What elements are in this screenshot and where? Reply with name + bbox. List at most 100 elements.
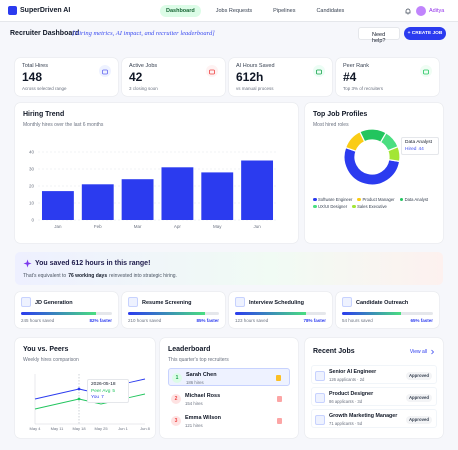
- brand: SuperDriven AI: [20, 7, 71, 14]
- card-subtitle: Most hired roles: [313, 122, 349, 128]
- status-badge: Approved: [405, 415, 432, 424]
- stat-value: 612h: [236, 70, 264, 84]
- nav-item-active[interactable]: Dashboard: [160, 5, 201, 17]
- tooltip: 2026-05-18 Peer Avg 5 You 7: [87, 379, 129, 403]
- tooltip-label: Peer Avg: [91, 388, 111, 394]
- stat-value: 42: [129, 70, 143, 84]
- legend-item: UX/UI Designer: [313, 204, 347, 209]
- savings-banner: You saved 612 hours in this range! That's…: [15, 252, 443, 285]
- banner-highlight: 76 working days: [68, 273, 108, 279]
- legend-swatch: [313, 204, 317, 209]
- bell-icon[interactable]: [404, 7, 412, 15]
- leader-row[interactable]: 2 Michael Ross 154 hires: [168, 390, 290, 408]
- logo-mark: [8, 6, 17, 15]
- progress-track: [342, 312, 433, 315]
- icon-glyph: [316, 69, 322, 75]
- create-job-button[interactable]: + CREATE JOB: [404, 27, 446, 40]
- stat-card: Total Hires 148 Across selected range: [15, 58, 118, 96]
- tooltip-label: Hired: [405, 146, 417, 152]
- x-tick-label: Mar: [134, 224, 142, 229]
- percent-faster: 82% faster: [89, 318, 112, 323]
- tooltip-date: 2026-05-18: [91, 382, 116, 387]
- hover-dot: [77, 397, 81, 401]
- x-tick-label: Jan: [54, 224, 62, 229]
- legend-label: Data Analyst: [404, 197, 429, 202]
- help-label: Need help?: [372, 31, 386, 44]
- tooltip-label: You: [91, 395, 100, 400]
- legend-swatch: [352, 204, 356, 209]
- progress-track: [128, 312, 219, 315]
- x-tick-label: Feb: [94, 224, 102, 229]
- rank-badge: 2: [171, 394, 181, 404]
- leader-row[interactable]: 1 Sarah Chen 186 hires: [168, 368, 290, 386]
- card-title: Hiring Trend: [23, 111, 65, 118]
- peers-card: You vs. Peers Weekly hires comparison May …: [15, 338, 155, 438]
- stat-sub: 3 closing soon: [129, 86, 158, 91]
- y-tick-label: 20: [29, 184, 35, 189]
- stat-sub: vs manual process: [236, 86, 274, 91]
- x-tick-label: May: [213, 224, 222, 229]
- task-icon: [21, 297, 31, 307]
- stat-icon: [99, 65, 111, 77]
- progress-fill: [235, 312, 306, 315]
- sparkle-icon: [23, 259, 32, 268]
- job-title: Senior AI Engineer: [329, 369, 377, 375]
- hiring-trend-card: Hiring Trend Monthly hires over the last …: [15, 103, 298, 243]
- nav-item[interactable]: Jobs Requests: [215, 8, 253, 14]
- job-icon: [315, 414, 325, 425]
- bar: [201, 172, 234, 220]
- tooltip-value: 5: [112, 388, 116, 394]
- card-title: Recent Jobs: [313, 348, 355, 355]
- task-name: Interview Scheduling: [249, 299, 305, 306]
- job-row[interactable]: Growth Marketing Manager 71 applicants · …: [311, 409, 437, 428]
- avatar[interactable]: [416, 6, 426, 16]
- job-meta: 71 applicants · 5d: [329, 420, 363, 426]
- stat-label: Peer Rank: [343, 63, 369, 69]
- stat-label: Total Hires: [22, 63, 48, 69]
- recruiter-name: Sarah Chen: [186, 372, 217, 378]
- progress-track: [21, 312, 112, 315]
- card-subtitle: Monthly hires over the last 6 months: [23, 122, 104, 128]
- progress-fill: [128, 312, 206, 315]
- hours-saved: 210 hours saved: [128, 318, 162, 323]
- task-icon: [128, 297, 138, 307]
- y-tick-label: 30: [29, 167, 35, 172]
- card-title: You vs. Peers: [23, 346, 69, 353]
- hours-saved: 123 hours saved: [235, 318, 269, 323]
- bar: [161, 167, 194, 220]
- job-title: Growth Marketing Manager: [329, 413, 398, 419]
- savings-card: Resume Screening 210 hours saved 85% faste…: [122, 292, 225, 328]
- nav-item[interactable]: Candidates: [316, 8, 345, 14]
- user-name[interactable]: Aditya: [429, 8, 445, 14]
- banner-after: reinvested into strategic hiring.: [109, 273, 177, 279]
- stat-sub: Top 3% of recruiters: [343, 86, 384, 91]
- job-icon: [315, 392, 325, 403]
- job-row[interactable]: Senior AI Engineer 126 applicants · 2d App…: [311, 365, 437, 384]
- tooltip-row: Peer Avg 5: [91, 389, 125, 394]
- pie-slice: [387, 145, 401, 163]
- percent-faster: 85% faster: [196, 318, 219, 323]
- x-tick-label: May 18: [72, 426, 86, 431]
- chevron: [431, 349, 434, 355]
- tooltip: Data Analyst Hired 44: [401, 137, 439, 155]
- job-meta: 126 applicants · 2d: [329, 376, 365, 382]
- chart-svg: 0 10 20 30 40 Jan Feb Mar Apr May Jun: [29, 150, 277, 229]
- stat-card: AI Hours Saved 612h vs manual process: [229, 58, 332, 96]
- legend-label: UX/UI Designer: [318, 204, 348, 209]
- status-badge: Approved: [405, 371, 432, 380]
- icon-glyph: [209, 69, 215, 75]
- view-all[interactable]: View all: [409, 349, 427, 355]
- task-name: Resume Screening: [142, 299, 192, 306]
- help-button[interactable]: Need help?: [358, 27, 400, 44]
- legend-swatch: [313, 197, 317, 202]
- banner-title: You saved 612 hours in this range!: [35, 260, 151, 267]
- leader-row[interactable]: 3 Emma Wilson 121 hires: [168, 412, 290, 430]
- legend-label: Sales Executive: [357, 204, 387, 209]
- glyph: [316, 69, 322, 75]
- job-row[interactable]: Product Designer 86 applicants · 3d Approv…: [311, 387, 437, 406]
- nav-item[interactable]: Pipelines: [273, 8, 296, 14]
- icon-glyph: [102, 69, 108, 75]
- rank-badge: 3: [171, 416, 181, 426]
- job-meta: 86 applicants · 3d: [329, 398, 363, 404]
- progress-fill: [342, 312, 402, 315]
